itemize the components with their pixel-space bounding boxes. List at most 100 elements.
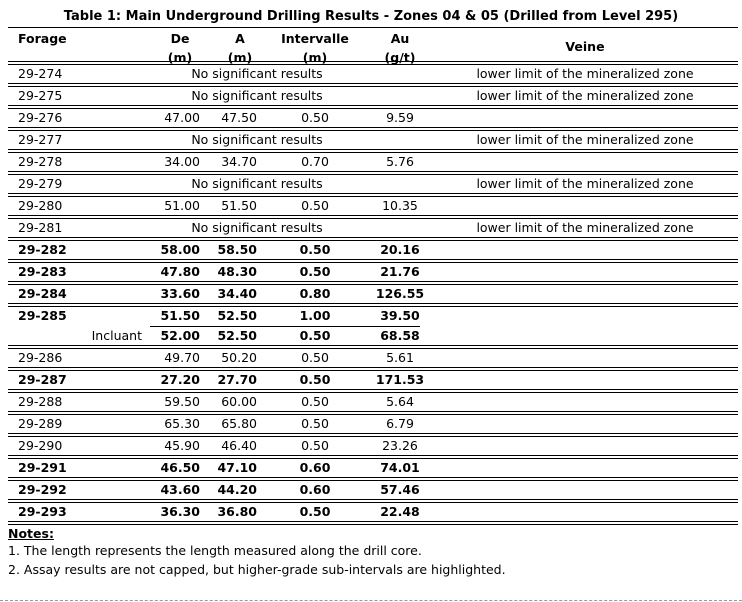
row-rule — [8, 499, 738, 503]
cell-forage: 29-291 — [18, 460, 67, 475]
cell-de: 47.80 — [160, 264, 200, 279]
cell-veine: lower limit of the mineralized zone — [476, 132, 694, 147]
row-rule — [8, 105, 738, 109]
table-row: 29-284 33.60 34.40 0.80 126.55 — [0, 283, 742, 305]
cell-intervalle: 0.50 — [301, 198, 329, 213]
cell-intervalle: 0.50 — [301, 350, 329, 365]
cell-au: 126.55 — [375, 286, 425, 301]
row-rule — [8, 455, 738, 459]
cell-intervalle: 0.50 — [301, 394, 329, 409]
header-forage: Forage — [18, 31, 67, 46]
cell-forage: 29-282 — [18, 242, 67, 257]
cell-de: 49.70 — [164, 350, 200, 365]
notes-heading: Notes: — [8, 526, 54, 541]
cell-de: 52.00 — [160, 328, 200, 343]
cell-forage: 29-289 — [18, 416, 63, 431]
table-row: 29-275 No significant results lower limit … — [0, 85, 742, 107]
cell-a: 47.10 — [217, 460, 257, 475]
row-rule — [8, 433, 738, 437]
cell-au: 23.26 — [382, 438, 418, 453]
cell-de: 65.30 — [164, 416, 200, 431]
cell-au: 5.64 — [386, 394, 414, 409]
cell-au: 74.01 — [380, 460, 420, 475]
cell-intervalle: 0.50 — [301, 416, 329, 431]
cell-forage: 29-283 — [18, 264, 67, 279]
cell-no-results: No significant results — [191, 132, 323, 147]
cell-au: 5.61 — [386, 350, 414, 365]
table-row: 29-285 51.50 52.50 1.00 39.50 — [0, 305, 742, 327]
cell-incluant: Incluant — [91, 328, 142, 343]
cell-forage: 29-275 — [18, 88, 63, 103]
cell-intervalle: 0.60 — [299, 482, 331, 497]
table-row: 29-277 No significant results lower limit … — [0, 129, 742, 151]
cell-intervalle: 0.70 — [301, 154, 329, 169]
cell-intervalle: 0.50 — [299, 264, 331, 279]
row-rule — [8, 389, 738, 393]
row-rule — [8, 521, 738, 525]
cell-no-results: No significant results — [191, 66, 323, 81]
cell-a: 58.50 — [217, 242, 257, 257]
cell-au: 21.76 — [380, 264, 420, 279]
cell-de: 59.50 — [164, 394, 200, 409]
cell-de: 58.00 — [160, 242, 200, 257]
table-row: 29-283 47.80 48.30 0.50 21.76 — [0, 261, 742, 283]
sub-row-rule — [150, 326, 420, 327]
cell-au: 22.48 — [380, 504, 420, 519]
cell-a: 52.50 — [217, 308, 257, 323]
row-rule — [8, 367, 738, 371]
cell-forage: 29-274 — [18, 66, 63, 81]
cell-intervalle: 0.50 — [299, 242, 331, 257]
cell-de: 33.60 — [160, 286, 200, 301]
cell-au: 39.50 — [380, 308, 420, 323]
cell-no-results: No significant results — [191, 88, 323, 103]
table-row: 29-279 No significant results lower limit … — [0, 173, 742, 195]
cell-veine: lower limit of the mineralized zone — [476, 66, 694, 81]
cell-intervalle: 0.50 — [299, 328, 331, 343]
cell-au: 9.59 — [386, 110, 414, 125]
cell-intervalle: 0.80 — [299, 286, 331, 301]
cell-a: 52.50 — [217, 328, 257, 343]
cell-veine: lower limit of the mineralized zone — [476, 176, 694, 191]
cell-intervalle: 0.50 — [299, 372, 331, 387]
row-rule — [8, 281, 738, 285]
cell-forage: 29-293 — [18, 504, 67, 519]
table-row: 29-287 27.20 27.70 0.50 171.53 — [0, 369, 742, 391]
cell-forage: 29-288 — [18, 394, 63, 409]
cell-no-results: No significant results — [191, 176, 323, 191]
title-rule — [8, 27, 738, 28]
cell-forage: 29-279 — [18, 176, 63, 191]
cell-intervalle: 1.00 — [299, 308, 331, 323]
row-rule — [8, 237, 738, 241]
row-rule — [8, 149, 738, 153]
header-au-label: Au — [390, 31, 410, 46]
cell-forage: 29-284 — [18, 286, 67, 301]
cell-forage: 29-287 — [18, 372, 67, 387]
cell-forage: 29-286 — [18, 350, 63, 365]
table-title: Table 1: Main Underground Drilling Resul… — [63, 9, 679, 24]
row-rule — [8, 193, 738, 197]
cell-au: 57.46 — [380, 482, 420, 497]
note-1: 1. The length represents the length meas… — [8, 543, 422, 558]
cell-forage: 29-277 — [18, 132, 63, 147]
cell-a: 27.70 — [217, 372, 257, 387]
cell-intervalle: 0.60 — [299, 460, 331, 475]
table-row: 29-280 51.00 51.50 0.50 10.35 — [0, 195, 742, 217]
row-rule — [8, 411, 738, 415]
cell-forage: 29-281 — [18, 220, 63, 235]
row-rule — [8, 259, 738, 263]
cell-de: 45.90 — [164, 438, 200, 453]
cell-forage: 29-290 — [18, 438, 63, 453]
cell-intervalle: 0.50 — [301, 438, 329, 453]
table-row: 29-274 No significant results lower limit … — [0, 63, 742, 85]
cell-a: 44.20 — [217, 482, 257, 497]
note-2: 2. Assay results are not capped, but hig… — [8, 562, 506, 577]
cell-a: 46.40 — [221, 438, 257, 453]
header-a-label: A — [235, 31, 245, 46]
cell-au: 6.79 — [386, 416, 414, 431]
cell-intervalle: 0.50 — [301, 110, 329, 125]
cell-de: 47.00 — [164, 110, 200, 125]
cell-de: 36.30 — [160, 504, 200, 519]
row-rule — [8, 171, 738, 175]
cell-a: 47.50 — [221, 110, 257, 125]
